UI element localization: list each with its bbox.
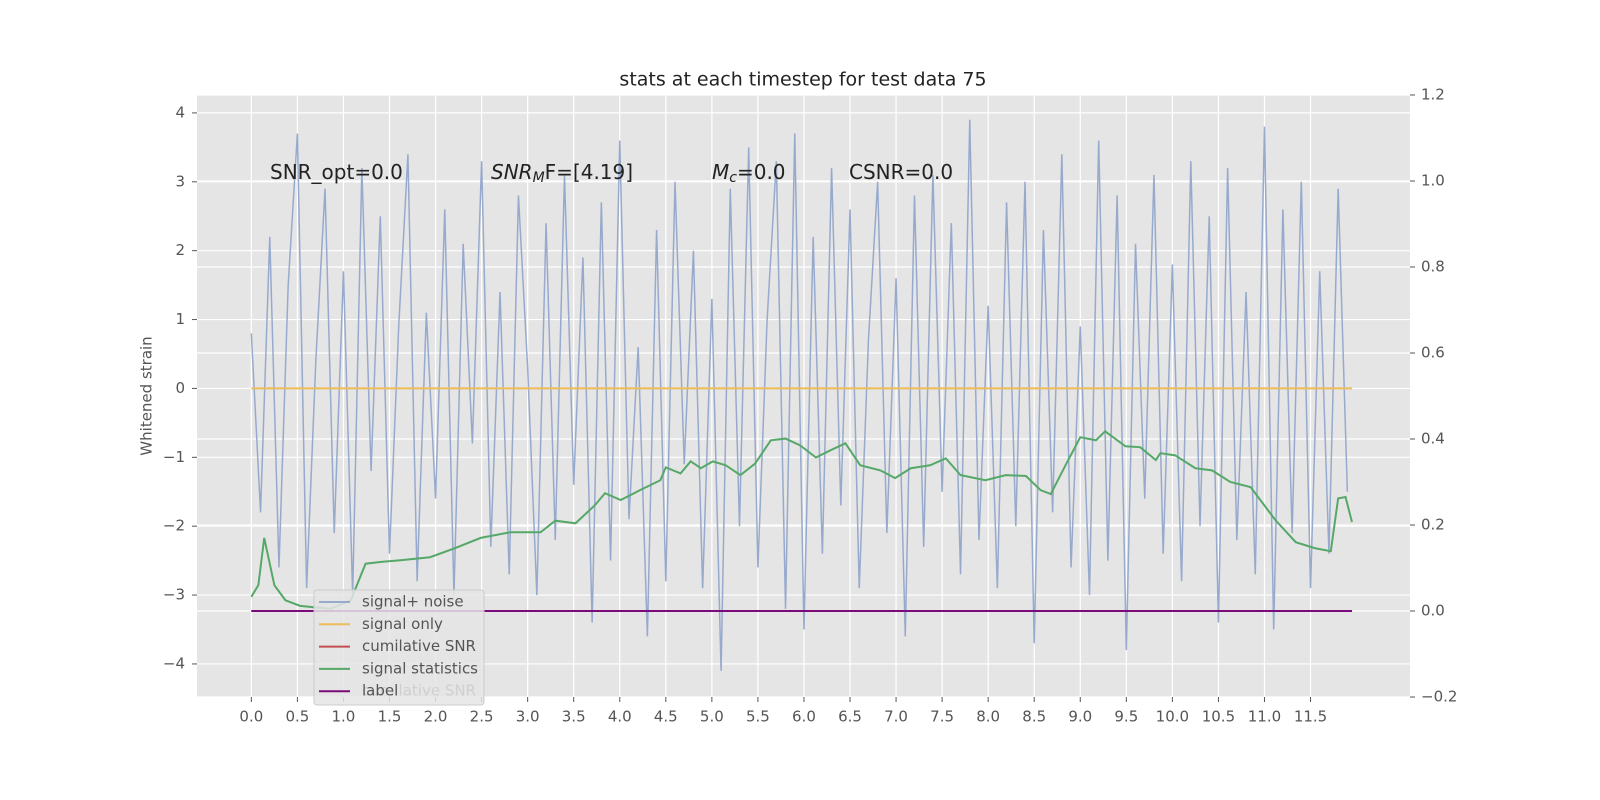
x-tick-label: 0.5 xyxy=(285,708,309,726)
annotation: SNRMF=[4.19] xyxy=(491,160,633,187)
series-line xyxy=(250,429,1353,610)
y-tick-label: −2 xyxy=(163,517,185,535)
chart-title: stats at each timestep for test data 75 xyxy=(619,69,986,91)
y2-tick-label: −0.2 xyxy=(1421,688,1457,706)
x-tick-label: 3.0 xyxy=(516,708,540,726)
x-tick-label: 10.0 xyxy=(1156,708,1189,726)
x-tick-label: 6.5 xyxy=(838,708,862,726)
annotation-text: CSNR=0.0 xyxy=(849,160,953,184)
x-tick-label: 2.0 xyxy=(424,708,448,726)
x-tick-label: 10.5 xyxy=(1202,708,1235,726)
y2-tick-label: 1.2 xyxy=(1421,86,1445,104)
legend-label: cumilative SNR xyxy=(362,637,476,655)
x-tick-label: 4.5 xyxy=(654,708,678,726)
y2-tick-label: 0.6 xyxy=(1421,344,1445,362)
annotation: Mc=0.0 xyxy=(712,160,786,187)
x-tick-label: 3.5 xyxy=(562,708,586,726)
x-tick-label: 5.5 xyxy=(746,708,770,726)
annotation-subscript: M xyxy=(533,170,545,186)
annotation: SNR_opt=0.0 xyxy=(270,160,403,184)
axes: 0.0 0.5 1.0 1.5 2.0 2.5 3.0 3.5 4.0 4.5 5.0 5.5 6.0 6… xyxy=(163,86,1458,726)
y2-tick-label: 0.8 xyxy=(1421,258,1445,276)
x-tick-label: 11.5 xyxy=(1294,708,1327,726)
x-tick-label: 4.0 xyxy=(608,708,632,726)
y-tick-label: 0 xyxy=(175,379,185,397)
x-tick-label: 8.5 xyxy=(1022,708,1046,726)
x-tick-label: 5.0 xyxy=(700,708,724,726)
x-tick-label: 8.0 xyxy=(976,708,1000,726)
annotation-text: =0.0 xyxy=(737,160,786,184)
annotation-text: F=[4.19] xyxy=(545,160,633,184)
x-tick-label: 0.0 xyxy=(239,708,263,726)
annotation-subscript: c xyxy=(729,170,737,186)
y-tick-label: 3 xyxy=(175,172,185,190)
y-tick-label: 1 xyxy=(175,310,185,328)
legend-box xyxy=(313,589,485,706)
annotation: CSNR=0.0 xyxy=(849,160,953,184)
y-tick-label: −4 xyxy=(163,654,185,672)
y2-tick-label: 1.0 xyxy=(1421,172,1445,190)
legend-label: signal+ noise xyxy=(362,593,464,611)
legend-label: label xyxy=(362,682,398,700)
legend-label: signal statistics xyxy=(362,659,478,677)
x-tick-label: 7.0 xyxy=(884,708,908,726)
x-tick-label: 6.0 xyxy=(792,708,816,726)
y-tick-label: −1 xyxy=(163,448,185,466)
y-tick-label: 2 xyxy=(175,241,185,259)
x-tick-label: 11.0 xyxy=(1248,708,1281,726)
x-tick-label: 1.5 xyxy=(378,708,402,726)
x-tick-label: 1.0 xyxy=(332,708,356,726)
annotation-text: SNR xyxy=(491,160,533,184)
annotation-text: SNR_opt=0.0 xyxy=(270,160,403,184)
y-tick-label: −3 xyxy=(163,586,185,604)
x-tick-label: 2.5 xyxy=(470,708,494,726)
y2-tick-label: 0.4 xyxy=(1421,430,1445,448)
series-line xyxy=(250,119,1349,671)
x-tick-label: 7.5 xyxy=(930,708,954,726)
legend-label: signal only xyxy=(362,615,443,633)
y-axis-label: Whitened strain xyxy=(138,336,156,455)
y2-tick-label: 0.0 xyxy=(1421,602,1445,620)
y2-tick-label: 0.2 xyxy=(1421,516,1445,534)
annotation-text: M xyxy=(712,160,729,184)
x-tick-label: 9.5 xyxy=(1114,708,1138,726)
y-tick-label: 4 xyxy=(175,103,185,121)
x-tick-label: 9.0 xyxy=(1068,708,1092,726)
